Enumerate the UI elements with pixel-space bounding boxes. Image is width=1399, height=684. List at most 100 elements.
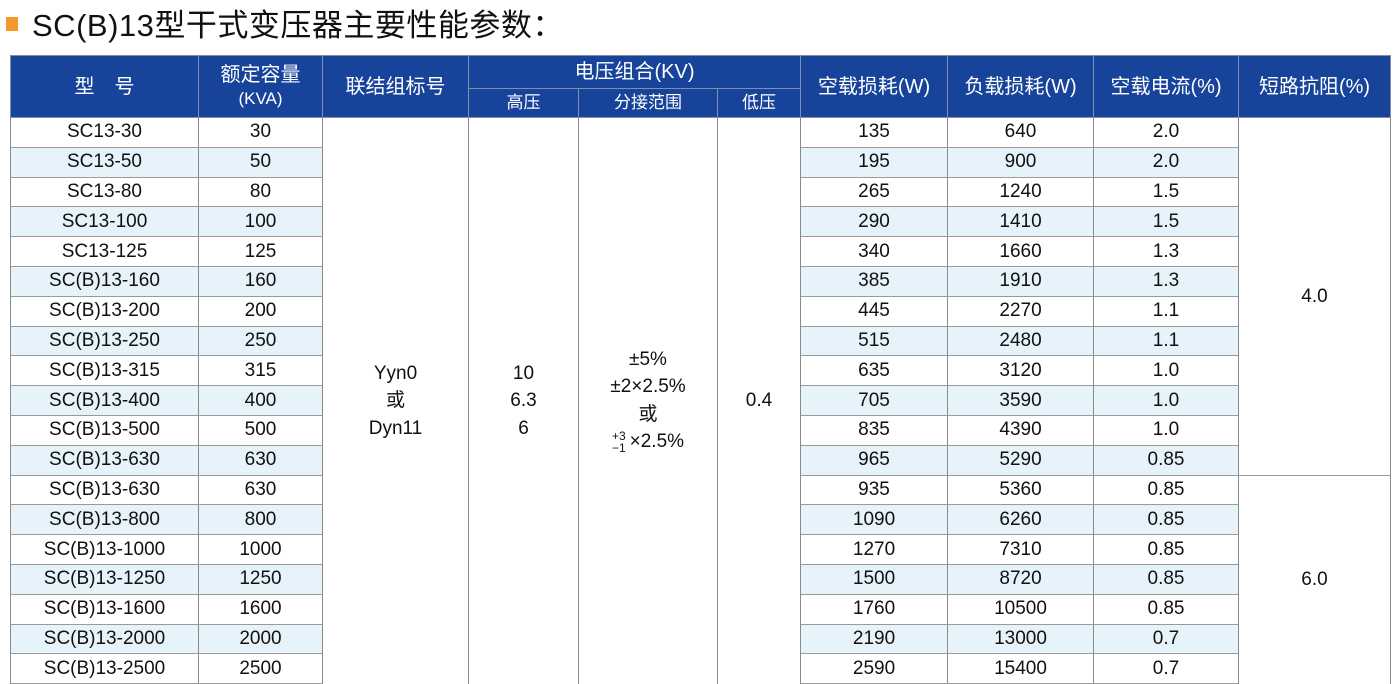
cell-no-load-current: 0.85 — [1093, 475, 1240, 506]
connection-line: Yyn0 — [373, 362, 418, 384]
tap-line: +3 −1 ×2.5% — [579, 428, 717, 456]
cell-no-load-loss: 135 — [800, 117, 949, 148]
cell-no-load-loss: 265 — [800, 177, 949, 208]
header-no-load-current: 空载电流(%) — [1093, 55, 1240, 118]
cell-no-load-loss: 935 — [800, 475, 949, 506]
cell-capacity: 80 — [198, 177, 323, 208]
cell-model: SC13-100 — [10, 206, 199, 238]
table-row: SC13-30 30 Yyn0 或 Dyn11 10 6.3 6 ±5% ±2×2.5% 或 +3 −1… — [10, 117, 1392, 684]
cell-no-load-current: 0.85 — [1093, 504, 1240, 536]
cell-load-loss: 1660 — [947, 236, 1095, 267]
cell-hv: 10 6.3 6 — [468, 117, 579, 684]
cell-capacity: 630 — [198, 475, 323, 506]
header-load-loss: 负载损耗(W) — [947, 55, 1095, 118]
cell-model: SC(B)13-500 — [10, 415, 199, 446]
title-text: SC(B)13型干式变压器主要性能参数： — [32, 7, 564, 43]
performance-table: 型 号 额定容量 (KVA) 联结组标号 电压组合(KV) 空载损耗(W) 负载损… — [10, 55, 1392, 684]
cell-no-load-current: 2.0 — [1093, 117, 1240, 148]
cell-no-load-current: 0.85 — [1093, 594, 1240, 625]
cell-load-loss: 15400 — [947, 653, 1095, 684]
page-title: SC(B)13型干式变压器主要性能参数： — [6, 0, 564, 44]
cell-model: SC(B)13-800 — [10, 504, 199, 536]
cell-no-load-loss: 1090 — [800, 504, 949, 536]
table-row: SC(B)13-400 400 705 3590 1.0 — [10, 385, 1391, 416]
cell-no-load-loss: 1270 — [800, 534, 949, 565]
cell-capacity: 1600 — [198, 594, 323, 625]
cell-no-load-loss: 195 — [800, 147, 949, 178]
cell-no-load-loss: 835 — [800, 415, 949, 446]
cell-impedance: 6.0 — [1238, 475, 1392, 684]
header-impedance: 短路抗阻(%) — [1238, 55, 1392, 118]
cell-no-load-current: 1.0 — [1093, 355, 1240, 387]
cell-load-loss: 2480 — [947, 326, 1095, 357]
cell-model: SC(B)13-630 — [10, 475, 199, 506]
cell-no-load-current: 1.0 — [1093, 415, 1240, 446]
cell-load-loss: 7310 — [947, 534, 1095, 565]
cell-capacity: 100 — [198, 206, 323, 238]
cell-load-loss: 5360 — [947, 475, 1095, 506]
table-row: SC(B)13-800 800 1090 6260 0.85 — [10, 504, 1391, 536]
cell-capacity: 200 — [198, 296, 323, 327]
cell-load-loss: 4390 — [947, 415, 1095, 446]
tap-line: ±2×2.5% — [610, 376, 686, 398]
tap-plus: +3 — [611, 429, 626, 444]
table-row: SC(B)13-630 630 935 5360 0.85 6.0 — [10, 475, 1392, 684]
header-tap: 分接范围 — [578, 88, 718, 118]
cell-capacity: 630 — [198, 445, 323, 476]
cell-no-load-loss: 1500 — [800, 564, 949, 595]
cell-no-load-current: 0.85 — [1093, 534, 1240, 565]
cell-load-loss: 1910 — [947, 266, 1095, 297]
cell-capacity: 250 — [198, 326, 323, 357]
cell-model: SC13-50 — [10, 147, 199, 178]
cell-tap: ±5% ±2×2.5% 或 +3 −1 ×2.5% — [578, 117, 718, 684]
cell-no-load-current: 1.3 — [1093, 236, 1240, 267]
cell-capacity: 1000 — [198, 534, 323, 565]
cell-model: SC(B)13-315 — [10, 355, 199, 387]
cell-model: SC(B)13-1000 — [10, 534, 199, 565]
cell-no-load-current: 1.5 — [1093, 206, 1240, 238]
table-row: SC13-100 100 290 1410 1.5 — [10, 206, 1391, 238]
table-row: SC(B)13-500 500 835 4390 1.0 — [10, 415, 1391, 446]
header-capacity-line2: (KVA) — [238, 89, 283, 109]
cell-no-load-current: 0.85 — [1093, 564, 1240, 595]
cell-no-load-loss: 340 — [800, 236, 949, 267]
cell-no-load-loss: 1760 — [800, 594, 949, 625]
cell-capacity: 500 — [198, 415, 323, 446]
cell-load-loss: 3120 — [947, 355, 1095, 387]
cell-load-loss: 8720 — [947, 564, 1095, 595]
cell-model: SC13-125 — [10, 236, 199, 267]
cell-capacity: 2000 — [198, 624, 323, 655]
connection-line: 或 — [385, 390, 405, 412]
cell-load-loss: 10500 — [947, 594, 1095, 625]
header-no-load-loss: 空载损耗(W) — [800, 55, 949, 118]
cell-capacity: 160 — [198, 266, 323, 297]
cell-capacity: 2500 — [198, 653, 323, 684]
cell-no-load-loss: 2590 — [800, 653, 949, 684]
cell-connection: Yyn0 或 Dyn11 — [322, 117, 469, 684]
cell-capacity: 800 — [198, 504, 323, 536]
cell-load-loss: 1240 — [947, 177, 1095, 208]
cell-no-load-loss: 515 — [800, 326, 949, 357]
cell-no-load-current: 1.1 — [1093, 326, 1240, 357]
cell-impedance: 4.0 — [1238, 117, 1392, 476]
table-row: SC(B)13-1250 1250 1500 8720 0.85 — [10, 564, 1391, 595]
cell-no-load-current: 1.3 — [1093, 266, 1240, 297]
cell-capacity: 30 — [198, 117, 323, 148]
cell-load-loss: 3590 — [947, 385, 1095, 416]
table-row: SC(B)13-2000 2000 2190 13000 0.7 — [10, 624, 1391, 655]
cell-model: SC(B)13-2500 — [10, 653, 199, 684]
bullet-icon — [6, 17, 18, 31]
tap-step: ×2.5% — [629, 431, 685, 453]
tap-line: 或 — [638, 403, 658, 425]
cell-model: SC13-80 — [10, 177, 199, 208]
cell-no-load-loss: 385 — [800, 266, 949, 297]
cell-load-loss: 13000 — [947, 624, 1095, 655]
tap-minus: −1 — [611, 441, 626, 456]
hv-line: 6 — [518, 417, 529, 439]
cell-model: SC(B)13-1600 — [10, 594, 199, 625]
header-model: 型 号 — [10, 55, 199, 118]
tap-line: ±5% — [629, 348, 667, 370]
cell-capacity: 400 — [198, 385, 323, 416]
table-row: SC(B)13-315 315 635 3120 1.0 — [10, 355, 1391, 387]
table-row: SC(B)13-1000 1000 1270 7310 0.85 — [10, 534, 1391, 565]
